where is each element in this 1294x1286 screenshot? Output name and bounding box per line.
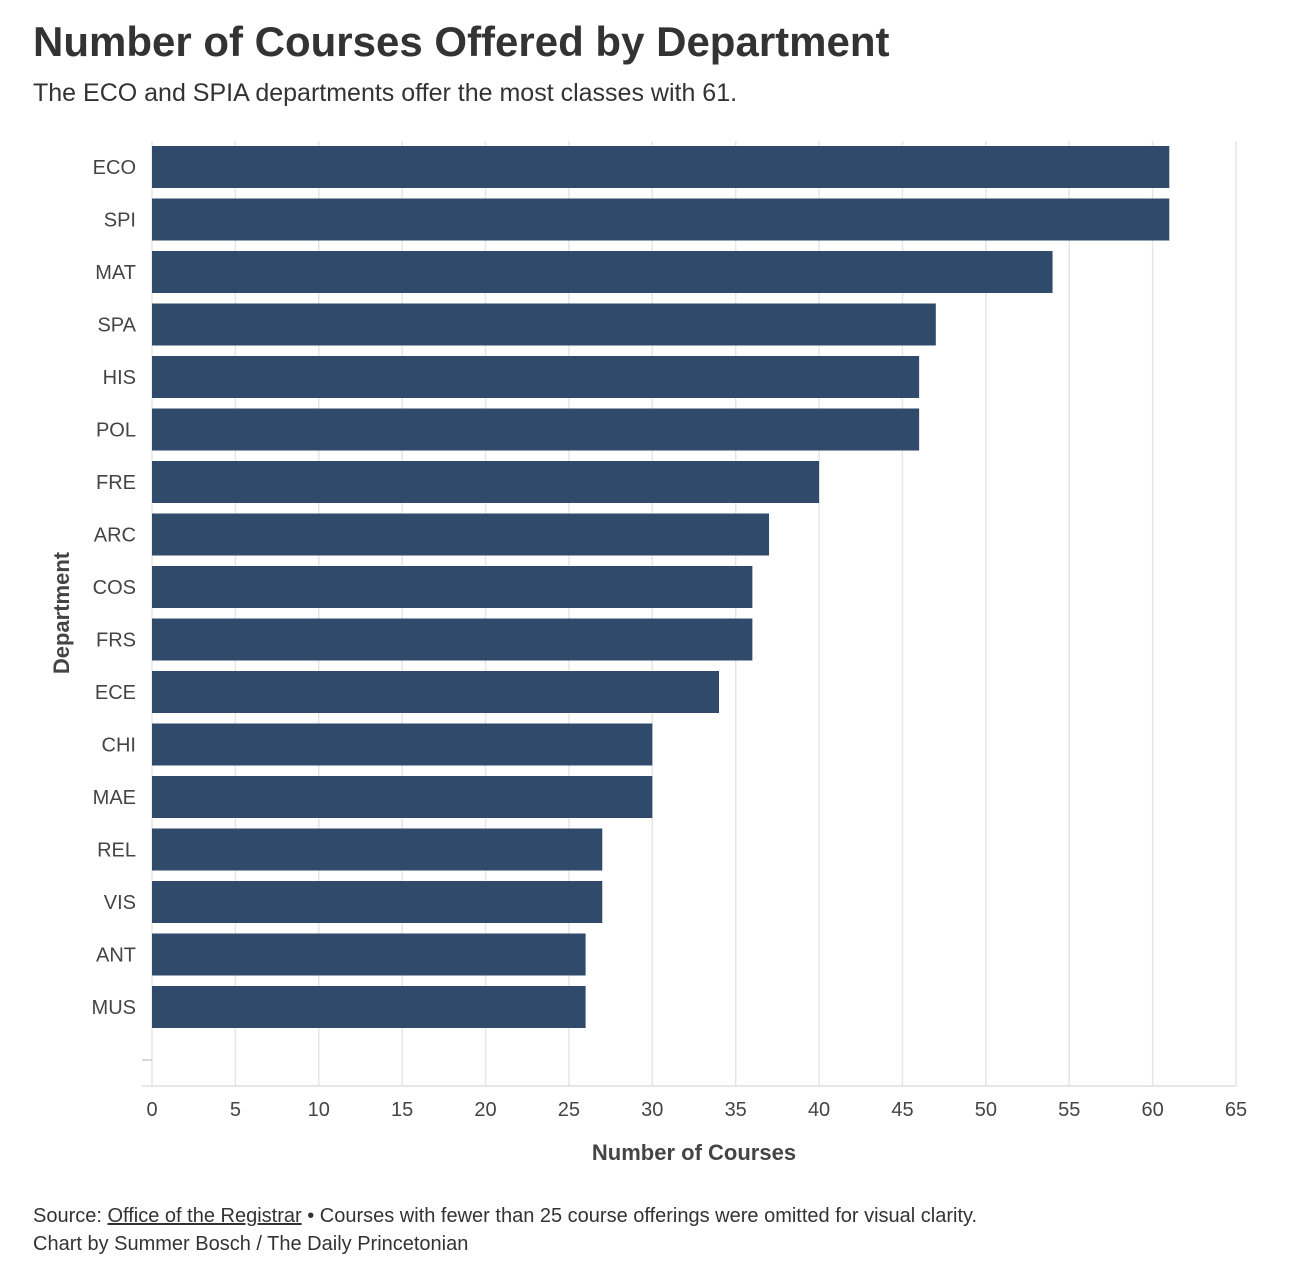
x-tick-label: 20 [474,1099,496,1121]
y-tick-label: MAE [93,787,136,809]
x-tick-label: 5 [230,1099,241,1121]
x-tick-label: 0 [146,1099,157,1121]
source-note: • Courses with fewer than 25 course offe… [301,1205,978,1227]
source-link[interactable]: Office of the Registrar [107,1205,302,1227]
x-axis-title: Number of Courses [592,1140,796,1165]
y-tick-label: FRS [96,630,136,652]
bar-fre [152,461,820,503]
y-tick-label: ECO [93,157,136,179]
axes: 0 5 10 15 20 25 30 35 40 45 50 55 60 65 ECO SPI MAT SPA HI… [92,157,1248,1121]
bar-his [152,356,920,398]
y-tick-label: REL [97,840,136,862]
y-tick-label: MUS [92,997,136,1019]
x-tick-label: 40 [808,1099,830,1121]
credit-line: Chart by Summer Bosch / The Daily Prince… [33,1233,469,1255]
y-tick-label: ARC [94,525,136,547]
y-tick-label: COS [93,577,136,599]
y-tick-label: VIS [104,892,136,914]
bar-pol [152,408,920,451]
bar-mae [152,776,653,818]
footer: Source: Office of the Registrar • Course… [33,1202,977,1258]
x-tick-label: 60 [1141,1099,1163,1121]
bar-frs [152,618,753,661]
bar-arc [152,513,770,556]
x-tick-label: 25 [558,1099,580,1121]
chart-subtitle: The ECO and SPIA departments offer the m… [33,79,738,107]
gridlines [151,141,1237,1086]
x-tick-label: 45 [891,1099,913,1121]
bar-chart: 0 5 10 15 20 25 30 35 40 45 50 55 60 65 ECO SPI MAT SPA HI… [49,141,1248,1165]
x-tick-label: 10 [308,1099,330,1121]
bar-rel [152,828,603,871]
y-tick-label: ECE [95,682,136,704]
y-tick-label: MAT [95,262,136,284]
bar-spa [152,303,936,346]
y-tick-label: CHI [102,735,136,757]
y-tick-label: ANT [96,945,136,967]
chart-title: Number of Courses Offered by Department [33,18,890,65]
y-tick-label: FRE [96,472,136,494]
bar-vis [152,881,603,923]
bars [152,146,1170,1028]
y-tick-label: HIS [103,367,136,389]
y-tick-label: SPA [97,315,136,337]
bar-chi [152,723,653,766]
bar-mus [152,986,586,1028]
x-tick-label: 65 [1225,1099,1247,1121]
y-tick-label: SPI [104,210,136,232]
y-tick-label: POL [96,420,136,442]
bar-ece [152,671,720,713]
bar-eco [152,146,1170,188]
x-tick-label: 30 [641,1099,663,1121]
x-tick-label: 55 [1058,1099,1080,1121]
bar-spi [152,198,1170,241]
bar-mat [152,251,1053,293]
x-tick-label: 35 [725,1099,747,1121]
bar-cos [152,566,753,608]
source-prefix: Source: [33,1205,108,1227]
bar-ant [152,933,586,976]
x-tick-label: 15 [391,1099,413,1121]
source-line: Source: Office of the Registrar • Course… [33,1202,977,1230]
y-axis-title: Department [49,551,74,674]
x-tick-label: 50 [975,1099,997,1121]
